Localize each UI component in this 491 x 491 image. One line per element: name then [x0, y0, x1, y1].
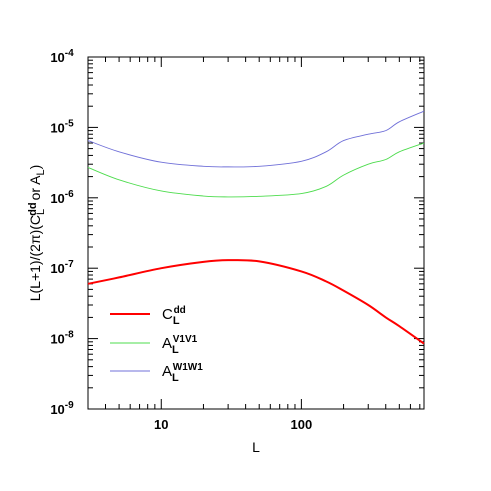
- plot-frame: [87, 56, 425, 410]
- y-tick-label: 10-9: [50, 400, 74, 417]
- y-tick-label: 10-5: [50, 118, 74, 135]
- tick-group: 10 100 10-9 10-8 10-7 10-6 10-5 10-4: [50, 48, 424, 432]
- y-tick-label: 10-7: [50, 259, 74, 276]
- legend-label-2: ALW1W1: [162, 362, 203, 384]
- series-line-2: [87, 110, 425, 168]
- legend: CLdd ALV1V1 ALW1W1: [110, 305, 203, 384]
- series-line-1: [87, 142, 425, 198]
- y-axis-label: L(L+1)/(2π)(CLddor AL): [27, 165, 47, 302]
- legend-label-0: CLdd: [162, 305, 186, 327]
- y-tick-label: 10-8: [50, 330, 74, 347]
- series-group: [87, 110, 425, 345]
- y-tick-label: 10-6: [50, 189, 74, 206]
- x-tick-label: 10: [154, 417, 168, 432]
- series-line-0: [87, 259, 425, 345]
- x-tick-label: 100: [291, 417, 313, 432]
- legend-label-1: ALV1V1: [162, 334, 198, 356]
- y-tick-label: 10-4: [50, 48, 74, 65]
- x-axis-label: L: [252, 439, 260, 455]
